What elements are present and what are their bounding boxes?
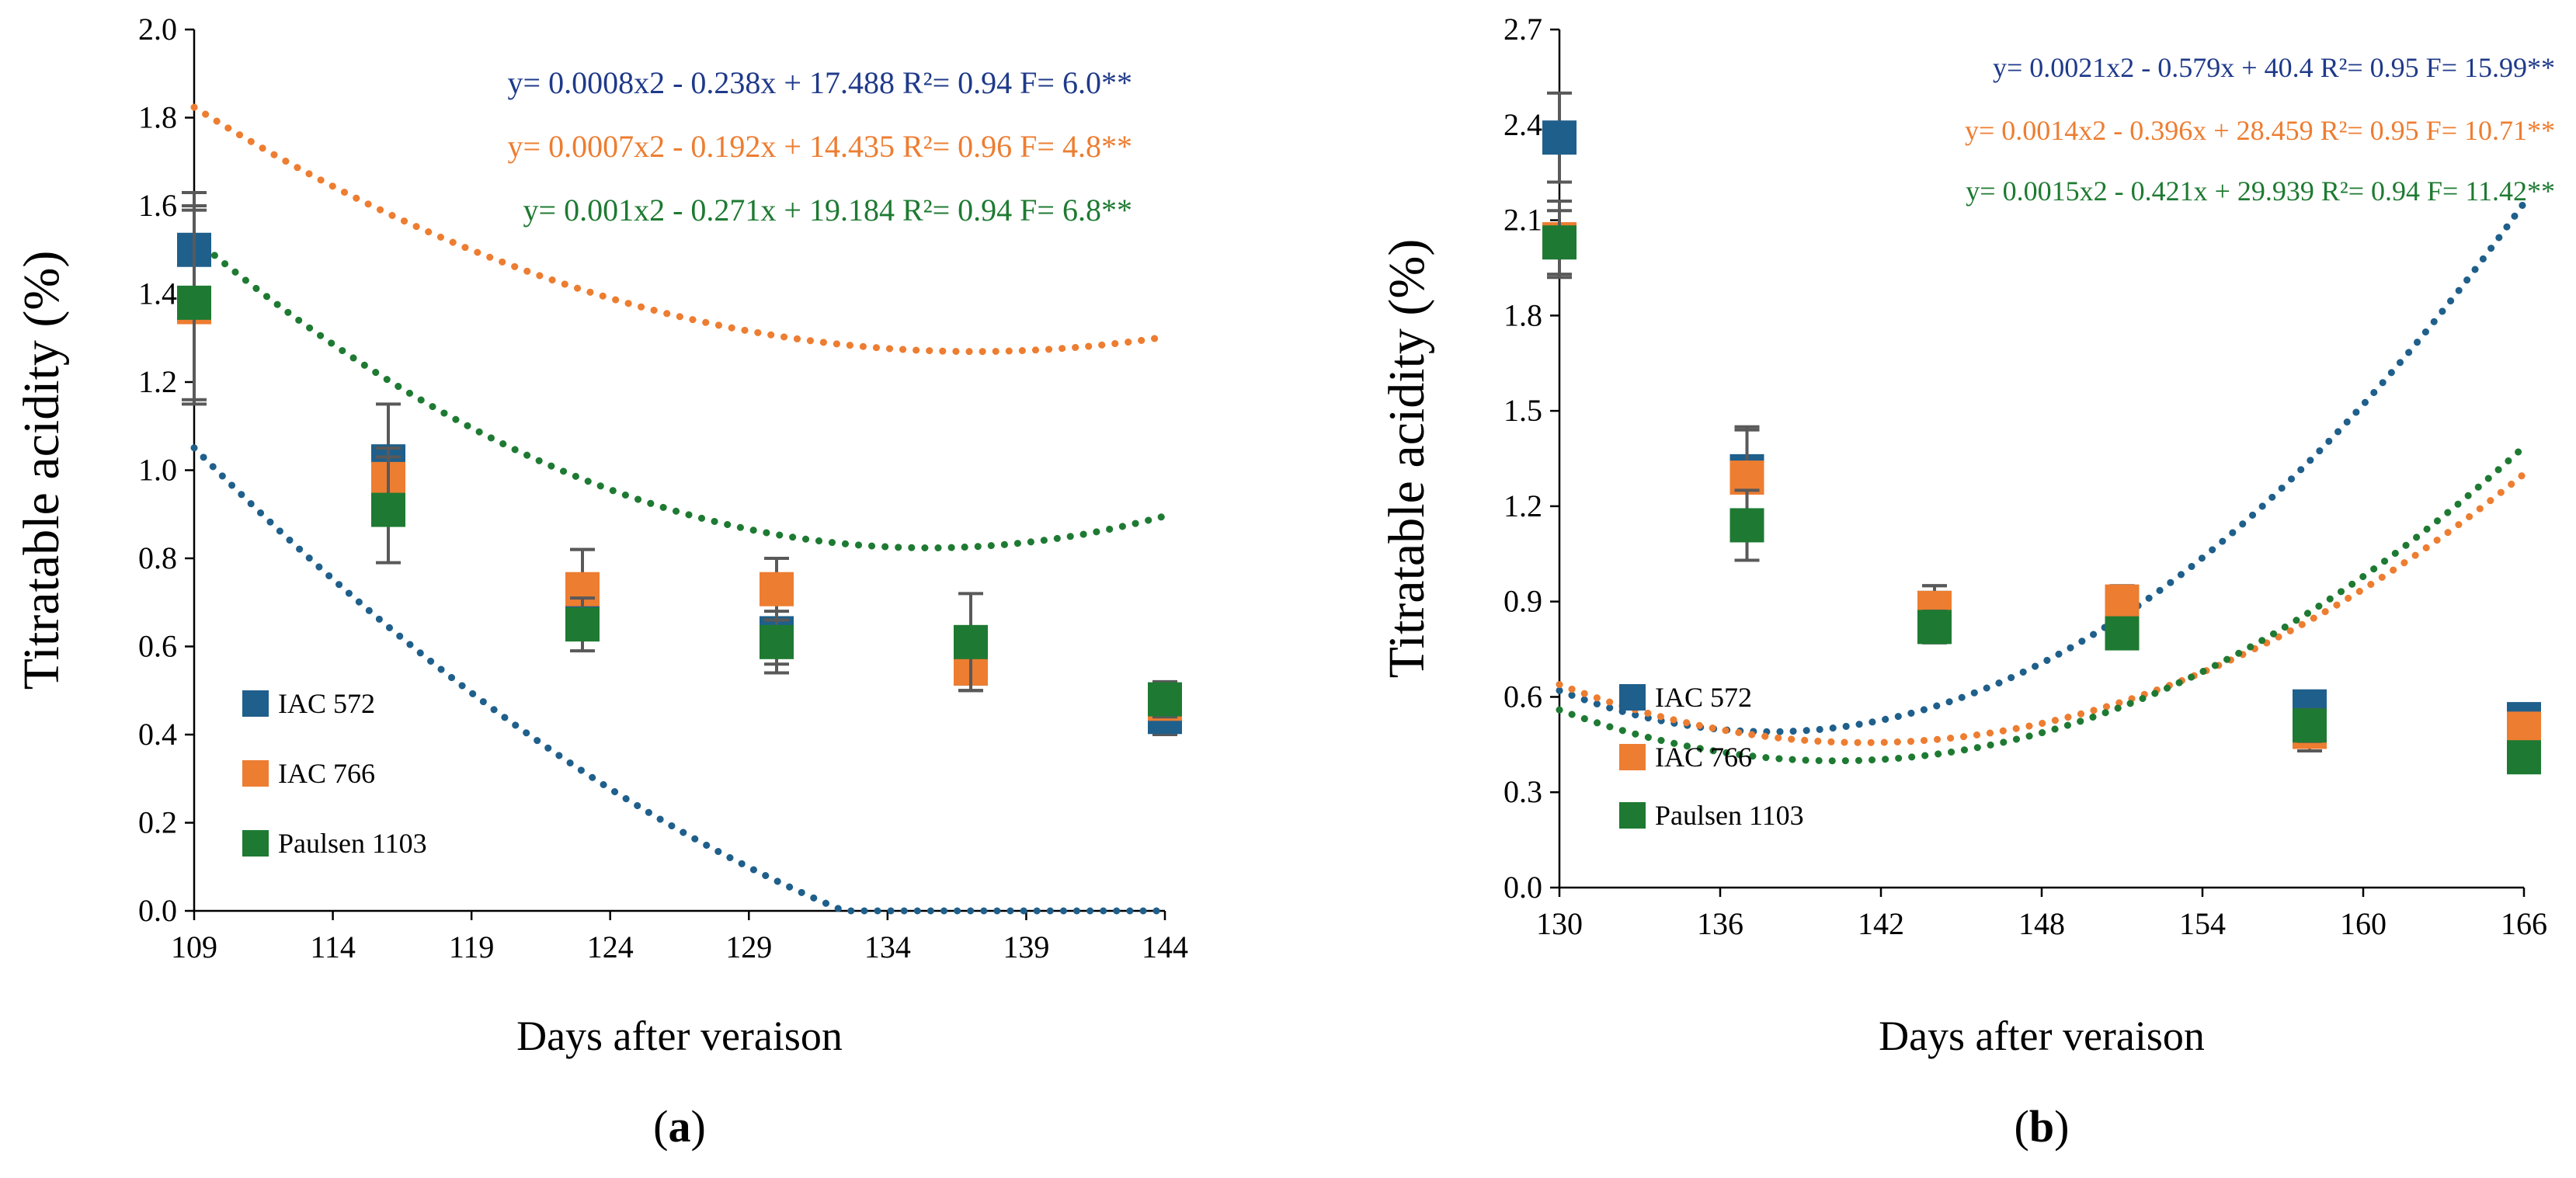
panel-label: (b) (2015, 1101, 2070, 1152)
legend-marker (1619, 684, 1646, 711)
data-point-iac-766 (2507, 711, 2541, 746)
y-axis-title: Titratable acidity (%) (1378, 239, 1435, 679)
data-point-iac-572 (1542, 120, 1577, 155)
y-tick-label: 1.6 (138, 188, 177, 223)
x-tick-label: 148 (2018, 906, 2065, 941)
y-tick-label: 2.0 (138, 12, 177, 47)
x-tick-label: 160 (2340, 906, 2387, 941)
trendline-iac-766 (190, 103, 1169, 356)
legend-marker (1619, 802, 1646, 829)
data-point-iac-766 (2105, 584, 2140, 619)
y-tick-label: 0.6 (1504, 679, 1542, 714)
legend-marker (242, 830, 269, 857)
legend-label: IAC 572 (278, 688, 375, 719)
y-tick-label: 0.2 (138, 805, 177, 840)
data-point-paulsen-1103 (760, 624, 794, 659)
x-tick-label: 139 (1003, 930, 1049, 964)
x-tick-label: 134 (864, 930, 911, 964)
equation-paulsen-1103: y= 0.0015x2 - 0.421x + 29.939 R²= 0.94 F… (1966, 175, 2555, 207)
x-tick-label: 124 (587, 930, 634, 964)
x-tick-label: 154 (2179, 906, 2226, 941)
y-tick-label: 2.1 (1504, 203, 1542, 238)
y-tick-label: 1.2 (138, 364, 177, 399)
legend-marker (1619, 744, 1646, 770)
legend-label: Paulsen 1103 (278, 828, 427, 859)
y-tick-label: 2.7 (1504, 12, 1542, 47)
data-point-paulsen-1103 (2507, 740, 2541, 775)
legend: IAC 572 IAC 766 Paulsen 1103 (1619, 682, 1804, 831)
data-point-paulsen-1103 (2293, 708, 2327, 743)
y-tick-label: 1.0 (138, 453, 177, 488)
chart-panel-b: 0.0 0.3 0.6 0.9 1.2 1.5 1.8 2.1 2.4 2.7 130 136 142 1… (1378, 12, 2555, 1152)
equation-iac-572: y= 0.0021x2 - 0.579x + 40.4 R²= 0.95 F= … (1993, 52, 2555, 83)
y-tick-label: 1.8 (1504, 297, 1542, 332)
trendline-paulsen-1103 (190, 235, 1169, 551)
data-point-paulsen-1103 (1730, 508, 1764, 543)
legend-marker (242, 760, 269, 787)
y-tick-label: 2.4 (1504, 107, 1542, 142)
trendline-iac-766 (1556, 470, 2528, 746)
x-tick-label: 166 (2501, 906, 2547, 941)
legend-label: IAC 766 (278, 758, 375, 789)
y-tick-label: 0.8 (138, 540, 177, 575)
data-point-paulsen-1103 (954, 624, 988, 659)
y-tick-label: 0.0 (138, 893, 177, 928)
y-tick-label: 1.8 (138, 100, 177, 135)
y-tick-label: 0.3 (1504, 774, 1542, 809)
equation-paulsen-1103: y= 0.001x2 - 0.271x + 19.184 R²= 0.94 F=… (523, 193, 1132, 228)
x-tick-label: 119 (449, 930, 495, 964)
x-tick-label: 144 (1142, 930, 1188, 964)
y-axis-title: Titratable acidity (%) (13, 251, 70, 690)
x-tick-label: 109 (171, 930, 217, 964)
y-tick-label: 0.9 (1504, 584, 1542, 619)
data-point-paulsen-1103 (1542, 225, 1577, 260)
trendline-iac-572 (1556, 200, 2528, 735)
x-tick-label: 142 (1858, 906, 1904, 941)
x-tick-label: 114 (310, 930, 356, 964)
y-tick-label: 1.4 (138, 276, 177, 311)
equation-iac-766: y= 0.0014x2 - 0.396x + 28.459 R²= 0.95 F… (1965, 115, 2555, 146)
y-tick-label: 1.2 (1504, 488, 1542, 523)
legend-label: IAC 766 (1655, 742, 1752, 773)
x-tick-label: 129 (725, 930, 772, 964)
data-point-paulsen-1103 (565, 607, 600, 642)
data-point-paulsen-1103 (1148, 682, 1182, 717)
x-axis-title: Days after veraison (516, 1013, 843, 1059)
equation-iac-572: y= 0.0008x2 - 0.238x + 17.488 R²= 0.94 F… (508, 65, 1132, 100)
legend-marker (242, 690, 269, 717)
equation-iac-766: y= 0.0007x2 - 0.192x + 14.435 R²= 0.96 F… (508, 129, 1132, 164)
panel-label: (a) (653, 1101, 706, 1152)
x-tick-label: 136 (1697, 906, 1743, 941)
data-point-iac-766 (760, 572, 794, 606)
x-axis-title: Days after veraison (1879, 1013, 2205, 1059)
x-tick-label: 130 (1536, 906, 1583, 941)
y-tick-label: 0.0 (1504, 870, 1542, 905)
legend-label: Paulsen 1103 (1655, 800, 1804, 831)
y-tick-label: 0.6 (138, 629, 177, 664)
chart-panel-a: 0.0 0.2 0.4 0.6 0.8 1.0 1.2 1.4 1.6 1.8 2.0 109 114 1… (13, 12, 1188, 1152)
data-point-paulsen-1103 (177, 285, 211, 320)
trendline-paulsen-1103 (1556, 443, 2528, 765)
y-tick-label: 1.5 (1504, 393, 1542, 428)
y-tick-label: 0.4 (138, 717, 177, 752)
data-point-paulsen-1103 (2105, 616, 2140, 651)
legend: IAC 572 IAC 766 Paulsen 1103 (242, 688, 427, 859)
data-point-paulsen-1103 (371, 492, 405, 527)
legend-label: IAC 572 (1655, 682, 1752, 713)
data-point-paulsen-1103 (1917, 610, 1952, 645)
